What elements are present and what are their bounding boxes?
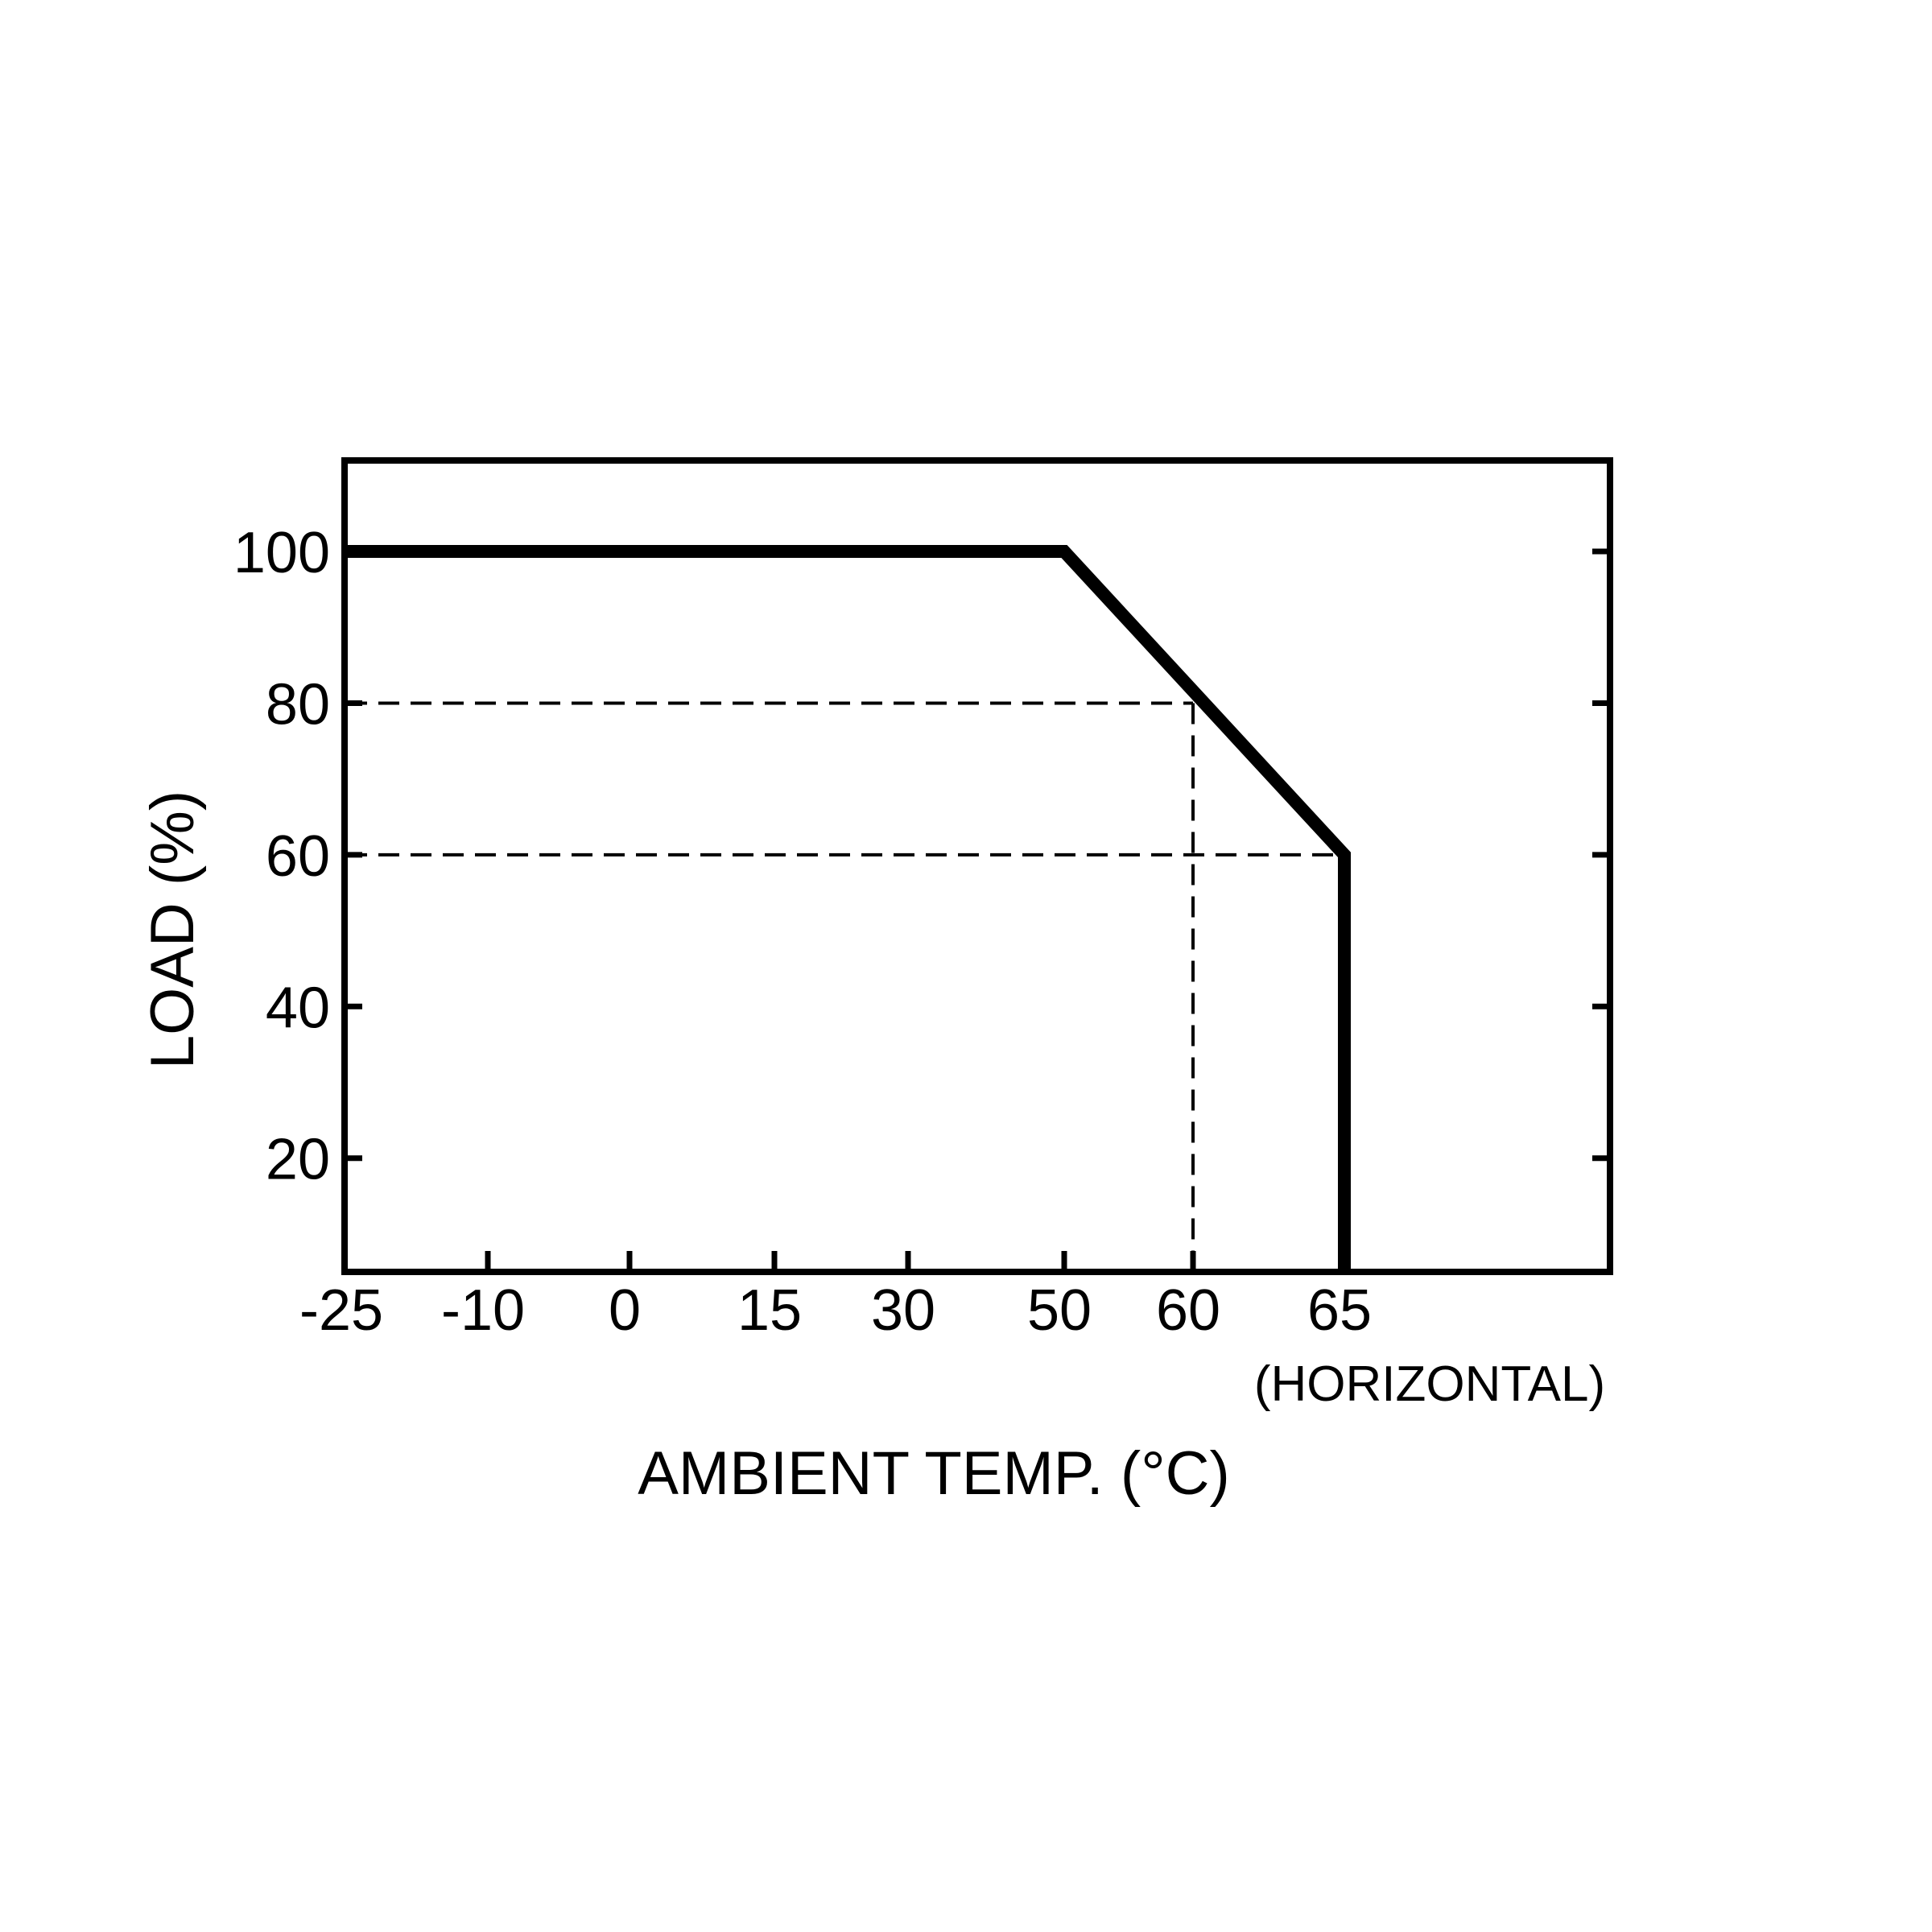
plot-frame <box>341 457 1613 1275</box>
y-axis-title: LOAD (%) <box>138 791 207 1069</box>
x-tick-label: -10 <box>441 1278 525 1343</box>
y-tick-label: 80 <box>266 672 330 737</box>
y-tick-label: 40 <box>266 976 330 1040</box>
x-axis-title: AMBIENT TEMP. (°C) <box>638 1439 1230 1508</box>
series-line-0 <box>346 545 1351 1272</box>
reference-lines <box>346 701 1344 1272</box>
series-layer <box>346 545 1351 1272</box>
x-tick-label: 50 <box>1027 1278 1092 1343</box>
x-tick-label: -25 <box>299 1278 383 1343</box>
x-tick-labels: -25 -10 0 15 30 50 60 65 <box>299 1278 1372 1343</box>
y-tick-label: 60 <box>266 824 330 889</box>
x-tick-label: 0 <box>609 1278 641 1343</box>
x-tick-label: 60 <box>1156 1278 1220 1343</box>
horizontal-note: (HORIZONTAL) <box>1254 1356 1605 1412</box>
x-tick-label: 15 <box>737 1278 802 1343</box>
x-tick-label: 65 <box>1307 1278 1372 1343</box>
y-tick-labels: 20 40 60 80 100 <box>233 521 330 1192</box>
x-tick-label: 30 <box>871 1278 935 1343</box>
y-tick-label: 20 <box>266 1128 330 1192</box>
y-tick-label: 100 <box>233 521 330 585</box>
